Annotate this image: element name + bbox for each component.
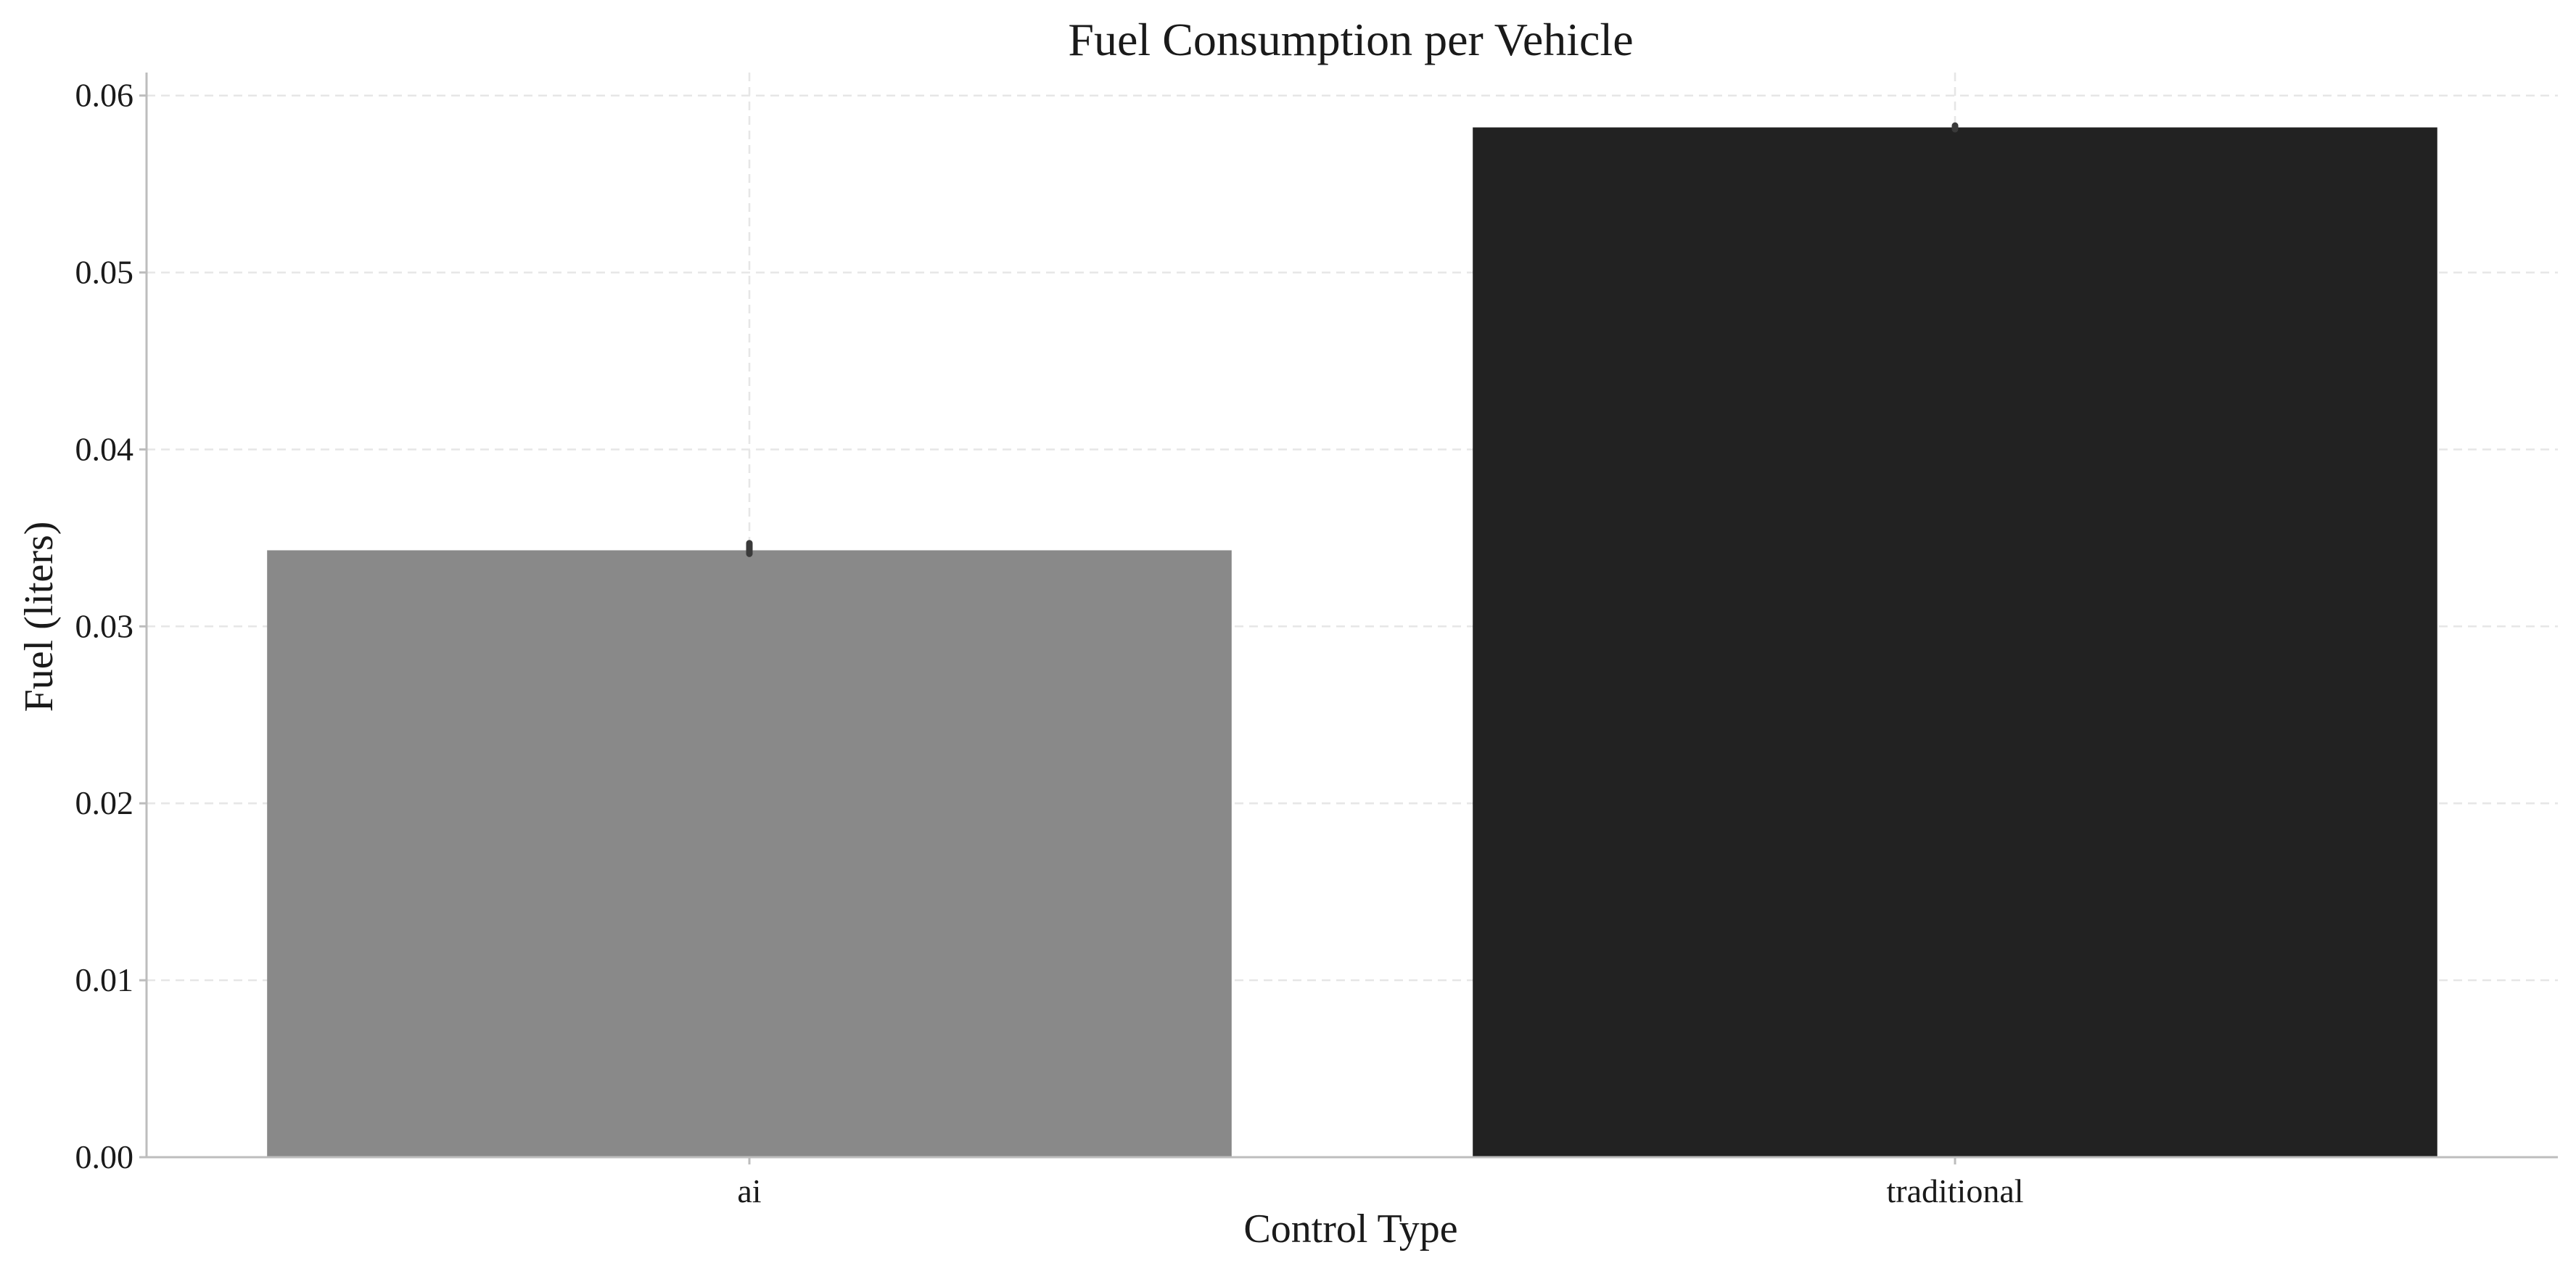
y-tick-label: 0.03	[75, 607, 134, 644]
x-tick-label-ai: ai	[737, 1172, 761, 1209]
x-ticks: ai traditional	[737, 1157, 2024, 1209]
y-tick-label: 0.06	[75, 77, 134, 114]
axes	[145, 73, 2558, 1159]
chart-title: Fuel Consumption per Vehicle	[1068, 14, 1633, 65]
x-axis-title: Control Type	[1243, 1207, 1457, 1252]
y-axis-title: Fuel (liters)	[17, 522, 62, 712]
x-tick-label-traditional: traditional	[1886, 1172, 2023, 1209]
y-ticks: 0.00 0.01 0.02 0.03 0.04 0.05 0.06	[75, 77, 147, 1175]
y-tick-label: 0.02	[75, 784, 134, 821]
y-tick-label: 0.01	[75, 961, 134, 998]
bar-traditional	[1473, 127, 2437, 1157]
bars	[267, 127, 2437, 1157]
y-tick-label: 0.04	[75, 430, 134, 467]
y-tick-label: 0.05	[75, 254, 134, 291]
y-tick-label: 0.00	[75, 1138, 134, 1175]
bar-ai	[267, 550, 1232, 1157]
error-bars	[746, 122, 1959, 557]
